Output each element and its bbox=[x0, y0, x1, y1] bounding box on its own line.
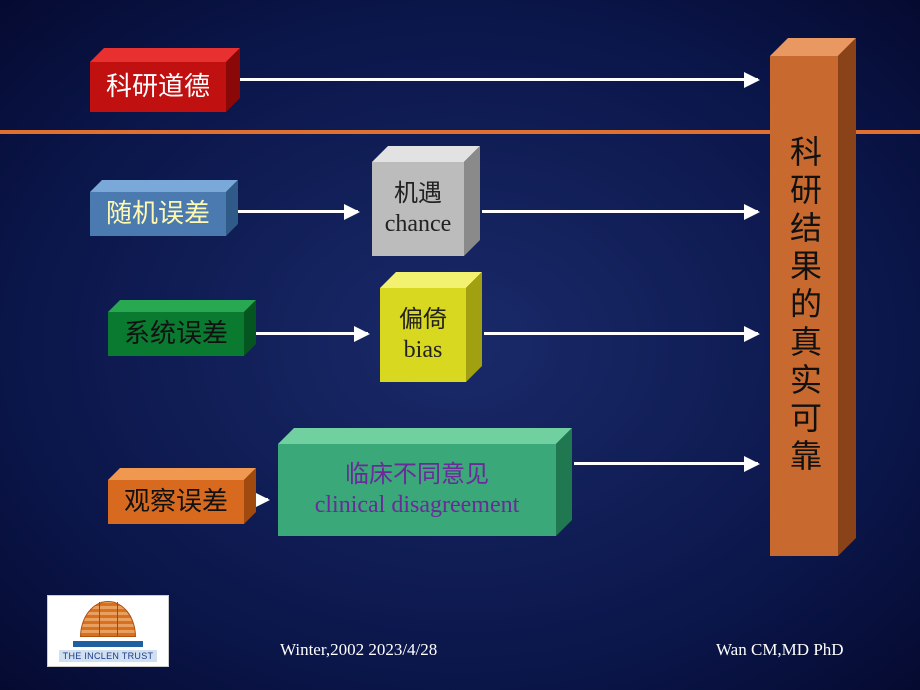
arrow-chance-target bbox=[482, 210, 758, 213]
box-ethics: 科研道德 bbox=[90, 62, 226, 112]
box-random-error-label: 随机误差 bbox=[106, 198, 210, 231]
box-bias-line2: bias bbox=[404, 335, 443, 365]
arrow-bias-target bbox=[484, 332, 758, 335]
box-system-error: 系统误差 bbox=[108, 312, 244, 356]
logo-base bbox=[73, 641, 143, 647]
arrow-ethics-target bbox=[238, 78, 758, 81]
box-clinical-line2: clinical disagreement bbox=[315, 490, 520, 520]
box-ethics-label: 科研道德 bbox=[106, 71, 210, 104]
box-chance-line1: 机遇 bbox=[394, 179, 442, 209]
arrow-clinical-target bbox=[574, 462, 758, 465]
box-random-error: 随机误差 bbox=[90, 192, 226, 236]
arrow-random-chance bbox=[238, 210, 358, 213]
box-obs-error-label: 观察误差 bbox=[124, 486, 228, 519]
box-chance-line2: chance bbox=[385, 209, 452, 239]
box-chance: 机遇 chance bbox=[372, 162, 464, 256]
footer-date: Winter,2002 2023/4/28 bbox=[280, 640, 437, 660]
logo-caption: THE INCLEN TRUST bbox=[59, 650, 158, 662]
slide-stage: 科研道德 随机误差 机遇 chance 系统误差 偏倚 bias bbox=[0, 0, 920, 690]
box-bias: 偏倚 bias bbox=[380, 288, 466, 382]
box-clinical-line1: 临床不同意见 bbox=[345, 460, 489, 490]
arrow-system-bias bbox=[256, 332, 368, 335]
box-system-error-label: 系统误差 bbox=[124, 318, 228, 351]
box-clinical: 临床不同意见 clinical disagreement bbox=[278, 444, 556, 536]
arrow-obs-clinical bbox=[256, 498, 268, 501]
box-bias-line1: 偏倚 bbox=[399, 305, 447, 335]
box-target-label: 科研结果的真实可靠 bbox=[784, 135, 824, 477]
box-target: 科研结果的真实可靠 bbox=[770, 56, 838, 556]
logo-inclen: THE INCLEN TRUST bbox=[48, 596, 168, 666]
logo-globe-icon bbox=[80, 601, 136, 637]
box-obs-error: 观察误差 bbox=[108, 480, 244, 524]
footer-author: Wan CM,MD PhD bbox=[716, 640, 844, 660]
